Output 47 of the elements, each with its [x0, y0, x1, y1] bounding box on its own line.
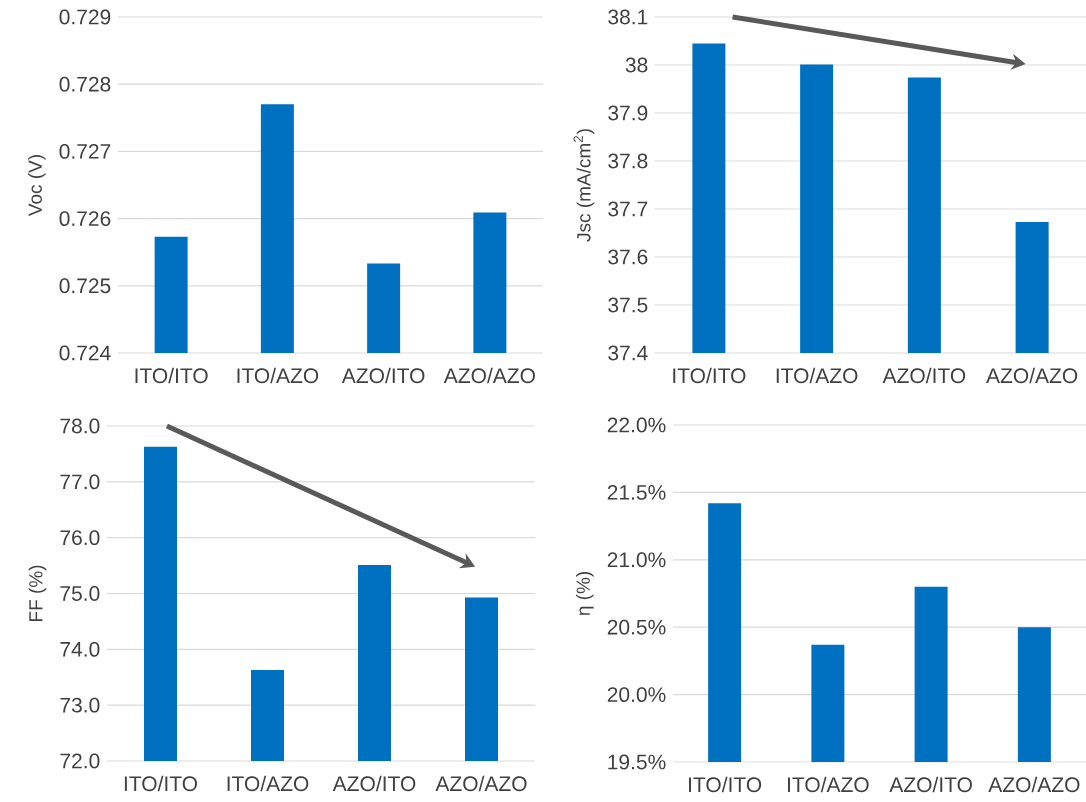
y-tick-label: 76.0	[60, 530, 100, 546]
x-tick-label: AZO/AZO	[435, 775, 527, 792]
y-tick-label: 0.726	[59, 211, 111, 227]
y-tick-label: 74.0	[60, 641, 100, 657]
y-tick-label: 37.8	[608, 153, 648, 169]
y-axis-title: Voc (V)	[27, 155, 46, 217]
y-tick-label: 37.6	[608, 249, 648, 265]
x-tick-label: AZO/ITO	[332, 775, 416, 792]
y-tick-label: 77.0	[60, 474, 100, 490]
x-tick-label: ITO/AZO	[227, 775, 309, 792]
y-tick-label: 0.727	[59, 143, 111, 159]
x-tick-label: AZO/AZO	[443, 367, 535, 384]
y-tick-label: 38.1	[608, 9, 648, 25]
x-tick-label: ITO/ITO	[124, 775, 198, 792]
y-tick-label: 75.0	[60, 586, 100, 601]
y-axis-title: FF (%)	[28, 565, 47, 621]
x-tick-label: AZO/AZO	[988, 776, 1080, 793]
x-tick-label: AZO/AZO	[986, 367, 1078, 384]
y-tick-label: 78.0	[60, 418, 100, 434]
x-tick-label: ITO/ITO	[135, 367, 208, 384]
y-tick-label: 0.729	[59, 9, 111, 25]
y-tick-label: 0.724	[59, 345, 111, 361]
y-axis-title: η (%)	[575, 571, 594, 616]
y-tick-label: 0.725	[59, 278, 111, 294]
y-tick-label: 19.5%	[608, 754, 666, 770]
y-tick-label: 72.0	[60, 753, 100, 769]
x-tick-label: ITO/ITO	[673, 367, 746, 384]
y-tick-label: 20.5%	[607, 619, 666, 635]
x-tick-label: ITO/AZO	[237, 367, 319, 384]
y-tick-label: 0.728	[59, 76, 111, 92]
y-tick-label: 21.5%	[607, 484, 666, 500]
y-tick-label: 37.7	[608, 201, 648, 217]
x-tick-label: ITO/ITO	[689, 776, 762, 793]
x-tick-label: AZO/ITO	[341, 367, 425, 384]
x-tick-label: AZO/ITO	[882, 367, 966, 384]
y-tick-label: 38	[625, 57, 648, 73]
y-tick-label: 21.0%	[607, 552, 666, 568]
y-tick-label: 73.0	[60, 697, 100, 713]
y-tick-label: 37.4	[608, 345, 648, 361]
x-tick-label: ITO/AZO	[776, 367, 858, 384]
x-tick-label: ITO/AZO	[788, 776, 869, 793]
y-tick-label: 20.0%	[607, 687, 666, 703]
y-axis-title: Jsc (mA/cm$^{2}$)	[573, 129, 595, 242]
y-tick-label: 37.9	[608, 105, 648, 121]
x-tick-label: AZO/ITO	[889, 776, 972, 793]
y-tick-label: 22.0%	[607, 417, 666, 433]
y-tick-label: 37.5	[608, 297, 648, 313]
